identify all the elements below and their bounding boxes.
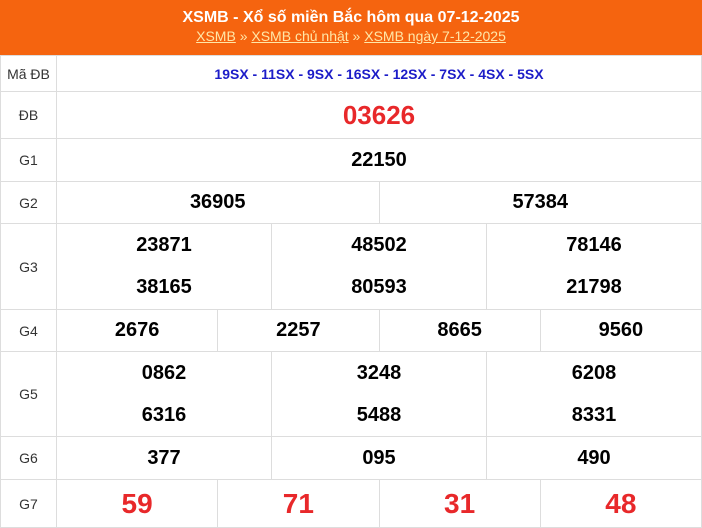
prize-g3: 21798	[566, 276, 622, 299]
label-g2: G2	[0, 181, 57, 224]
prize-g2: 57384	[512, 191, 569, 213]
prize-g5: 6208	[571, 361, 617, 384]
prize-g3: 78146	[566, 233, 622, 256]
prize-g7: 31	[444, 487, 476, 519]
prize-g5: 6316	[141, 403, 187, 426]
page-title: XSMB - Xổ số miền Bắc hôm qua 07-12-2025	[182, 9, 520, 26]
prize-g5: 3248	[356, 361, 402, 384]
breadcrumb-xsmb[interactable]: XSMB	[196, 28, 236, 44]
prize-g1: 22150	[56, 138, 702, 182]
label-g3: G3	[0, 223, 57, 310]
prize-g2: 36905	[189, 191, 246, 213]
prize-g4: 2257	[276, 319, 321, 341]
label-g7: G7	[0, 479, 57, 528]
prize-g5: 0862	[141, 361, 187, 384]
breadcrumb-date[interactable]: XSMB ngày 7-12-2025	[364, 28, 506, 44]
breadcrumb-sunday[interactable]: XSMB chủ nhật	[251, 28, 349, 44]
prize-g3: 38165	[136, 276, 192, 299]
prize-g3: 48502	[351, 233, 407, 256]
label-g5: G5	[0, 351, 57, 437]
prize-g4: 2676	[114, 319, 160, 341]
results-header: XSMB - Xổ số miền Bắc hôm qua 07-12-2025…	[0, 0, 702, 55]
prize-g4: 9560	[598, 319, 644, 341]
label-ma-db: Mã ĐB	[0, 55, 57, 92]
label-db: ĐB	[0, 91, 57, 139]
prize-g6: 490	[577, 446, 611, 469]
prize-g3: 23871	[136, 233, 192, 256]
prize-g6: 095	[362, 446, 396, 469]
prize-g5: 5488	[356, 403, 402, 426]
prize-g7: 71	[282, 487, 314, 519]
special-codes: 19SX - 11SX - 9SX - 16SX - 12SX - 7SX - …	[56, 55, 702, 92]
results-table: Mã ĐB 19SX - 11SX - 9SX - 16SX - 12SX - 7…	[0, 55, 702, 528]
label-g4: G4	[0, 309, 57, 352]
prize-g3: 80593	[351, 276, 407, 299]
breadcrumb: XSMB » XSMB chủ nhật » XSMB ngày 7-12-20…	[196, 28, 506, 44]
label-g6: G6	[0, 436, 57, 480]
label-g1: G1	[0, 138, 57, 182]
prize-g4: 8665	[437, 319, 482, 341]
prize-g6: 377	[147, 446, 181, 469]
special-prize: 03626	[56, 91, 702, 139]
prize-g7: 48	[605, 487, 637, 519]
prize-g7: 59	[121, 487, 153, 519]
prize-g5: 8331	[571, 403, 617, 426]
